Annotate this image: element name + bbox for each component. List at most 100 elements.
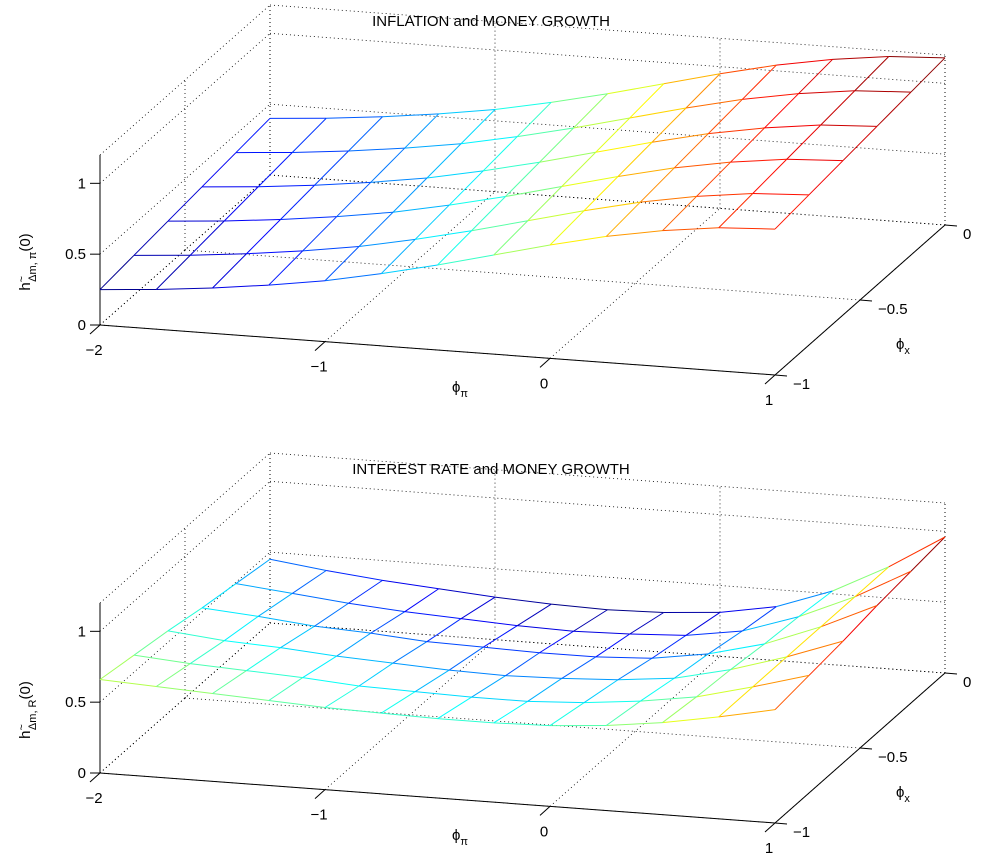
mesh-edge [281, 648, 337, 656]
mesh-edge [674, 134, 708, 168]
label-base: ϕ [896, 784, 904, 801]
x-tick-label: −1 [310, 807, 327, 824]
mesh-edge [630, 634, 686, 635]
mesh-edge [640, 196, 696, 202]
mesh-edge [574, 631, 630, 634]
mesh-edge [439, 589, 495, 597]
tick-mark [90, 773, 100, 782]
mesh-edge [258, 153, 292, 187]
mesh-edge [606, 723, 662, 726]
mesh-edge [562, 657, 596, 679]
tick-mark [945, 225, 957, 226]
mesh-edge [606, 202, 640, 236]
mesh-edge [506, 676, 562, 679]
mesh-edge [799, 597, 855, 617]
grid-line [100, 104, 270, 254]
mesh-edge [483, 162, 539, 171]
mesh-edge [236, 559, 270, 583]
mesh-edge [371, 178, 427, 182]
grid-line [270, 481, 945, 531]
y-axis-label: ϕx [896, 784, 910, 805]
mesh-edge [855, 57, 889, 91]
mesh-edge [753, 159, 787, 193]
mesh-edge [427, 642, 483, 648]
label-sub: Δm, π [27, 251, 39, 282]
mesh-edge [495, 597, 551, 604]
label-sub: π [460, 388, 468, 400]
mesh-edge [134, 631, 168, 655]
mesh-edge [697, 194, 753, 197]
mesh-edge [393, 663, 449, 670]
mesh-edge [168, 608, 202, 631]
mesh-edge [258, 185, 314, 187]
mesh-edge [258, 616, 314, 626]
x-axis-label: ϕπ [452, 827, 468, 848]
mesh-edge [742, 65, 776, 99]
mesh-edge [303, 656, 337, 678]
label-base: ϕ [452, 379, 460, 396]
mesh-edge [224, 641, 280, 648]
mesh-edge [799, 591, 833, 617]
label-base: h [17, 731, 34, 739]
mesh-edge [506, 653, 540, 676]
mesh-edge [753, 657, 787, 687]
mesh-edge [415, 692, 471, 698]
mesh-edge [449, 647, 483, 670]
x-tick-label: 1 [765, 840, 773, 854]
x-tick-label: −1 [310, 359, 327, 376]
mesh-edge [608, 610, 664, 613]
mesh-edge [606, 231, 662, 237]
grid-line [100, 481, 270, 631]
grid-line [325, 192, 495, 342]
mesh-edge [640, 168, 674, 202]
mesh-edge [281, 217, 337, 220]
tick-mark [945, 673, 957, 674]
mesh-edge [224, 220, 280, 222]
mesh-edge [190, 664, 246, 671]
mesh-edge [674, 162, 730, 168]
x-tick-label: 1 [765, 392, 773, 409]
mesh-edge [359, 663, 393, 686]
x-axis-label: ϕπ [452, 379, 468, 400]
mesh-edge [381, 239, 415, 273]
mesh-edge [247, 220, 281, 254]
mesh-edge [325, 708, 381, 714]
mesh-edge [663, 717, 719, 723]
mesh-edge [371, 612, 405, 634]
label-sub: x [904, 345, 910, 357]
mesh-edge [326, 117, 382, 119]
x-axis [100, 773, 775, 823]
mesh-edge [415, 670, 449, 692]
mesh-edge [596, 657, 652, 658]
mesh-edge [483, 137, 517, 171]
mesh-edge [337, 182, 371, 216]
mesh-edge [765, 627, 821, 644]
mesh-edge [292, 593, 348, 603]
mesh-edge [303, 678, 359, 686]
mesh-edge [381, 692, 415, 714]
grid-line [100, 33, 270, 183]
tick-mark [860, 748, 872, 749]
mesh-edge [405, 612, 461, 619]
mesh-edge [405, 589, 439, 612]
mesh-edge [269, 281, 325, 285]
y-axis-label: ϕx [896, 336, 910, 357]
mesh-edge [630, 613, 664, 635]
mesh-edge [517, 102, 551, 136]
mesh-edge [427, 144, 461, 178]
mesh-edge [618, 678, 674, 680]
mesh-edge [371, 148, 405, 182]
mesh-edge [405, 114, 439, 148]
mesh-edge [708, 99, 742, 133]
mesh-edge [719, 687, 753, 717]
tick-mark [860, 300, 872, 301]
mesh-edge [686, 631, 742, 635]
mesh-edge [393, 205, 449, 212]
mesh-edge [281, 626, 315, 648]
x-tick-label: −2 [85, 342, 102, 359]
mesh-edge [495, 102, 551, 109]
mesh-edge [584, 680, 618, 703]
mesh-edge [686, 612, 720, 635]
mesh-edge [528, 678, 562, 701]
